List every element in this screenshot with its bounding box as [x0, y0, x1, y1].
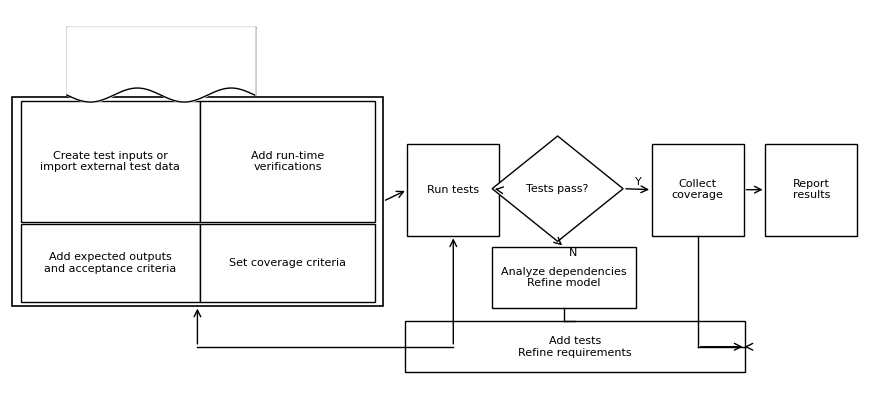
Text: Collect
coverage: Collect coverage — [672, 179, 724, 200]
FancyBboxPatch shape — [21, 224, 200, 302]
FancyBboxPatch shape — [492, 247, 636, 308]
FancyBboxPatch shape — [407, 144, 499, 235]
Text: Add expected outputs
and acceptance criteria: Add expected outputs and acceptance crit… — [44, 252, 176, 274]
FancyBboxPatch shape — [21, 101, 200, 222]
FancyBboxPatch shape — [201, 224, 375, 302]
Text: Tests pass?: Tests pass? — [526, 184, 589, 194]
FancyBboxPatch shape — [201, 101, 375, 222]
FancyBboxPatch shape — [766, 144, 857, 235]
FancyBboxPatch shape — [405, 321, 745, 372]
Text: Report
results: Report results — [793, 179, 830, 200]
FancyBboxPatch shape — [12, 97, 383, 306]
Text: N: N — [569, 248, 577, 258]
Text: Set coverage criteria: Set coverage criteria — [230, 258, 346, 268]
Text: Analyze dependencies
Refine model: Analyze dependencies Refine model — [501, 267, 627, 288]
Text: Run tests: Run tests — [427, 185, 479, 195]
Text: Add tests
Refine requirements: Add tests Refine requirements — [519, 336, 632, 358]
FancyBboxPatch shape — [652, 144, 744, 235]
Text: Y: Y — [635, 177, 642, 187]
Text: Add run-time
verifications: Add run-time verifications — [251, 151, 324, 172]
Text: Create test inputs or
import external test data: Create test inputs or import external te… — [40, 151, 180, 172]
Polygon shape — [492, 136, 623, 241]
Text: Functional requirements: Functional requirements — [93, 52, 229, 62]
